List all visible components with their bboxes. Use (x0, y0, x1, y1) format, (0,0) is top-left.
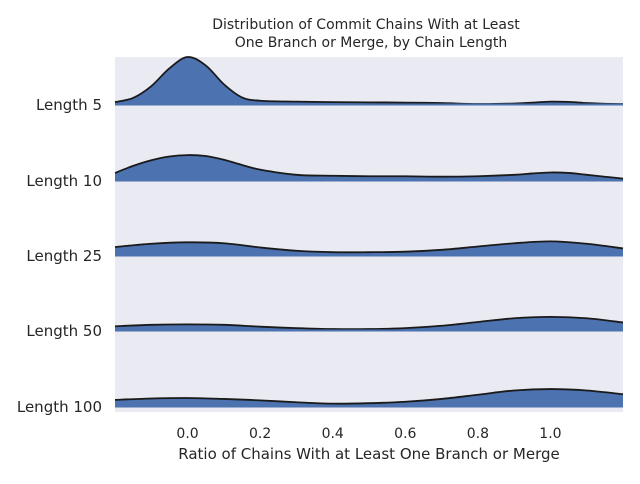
x-tick-labels: 0.0 0.2 0.4 0.6 0.8 1.0 (176, 426, 561, 442)
x-tick-label: 1.0 (539, 426, 561, 442)
ridge-line-length-100 (114, 388, 624, 405)
row-label-length-50: Length 50 (26, 322, 102, 340)
ridge-area-length-10 (115, 155, 623, 180)
chart-title-line-1: Distribution of Commit Chains With at Le… (212, 17, 520, 33)
x-tick-label: 0.6 (394, 426, 416, 442)
x-tick-label: 0.2 (249, 426, 271, 442)
x-tick-label: 0.4 (322, 426, 344, 442)
row-label-length-25: Length 25 (26, 247, 102, 265)
ridge-area-length-5 (115, 56, 623, 105)
chart-title-line-2: One Branch or Merge, by Chain Length (235, 35, 508, 51)
ridge-line-length-10 (114, 154, 624, 180)
ridge-line-length-5 (114, 56, 624, 105)
ridge-area-length-25 (115, 241, 623, 255)
ridge-line-length-50 (114, 315, 624, 331)
plot-background (115, 57, 623, 412)
row-label-length-100: Length 100 (17, 398, 102, 416)
ridge-line-length-25 (114, 240, 624, 254)
x-axis-label: Ratio of Chains With at Least One Branch… (178, 445, 560, 463)
x-tick-label: 0.0 (176, 426, 198, 442)
x-tick-label: 0.8 (467, 426, 489, 442)
ridges: Length 5 Length 10 Length 25 Length 50 Lengt… (17, 56, 624, 416)
row-label-length-10: Length 10 (26, 172, 102, 190)
row-label-length-5: Length 5 (36, 96, 102, 114)
